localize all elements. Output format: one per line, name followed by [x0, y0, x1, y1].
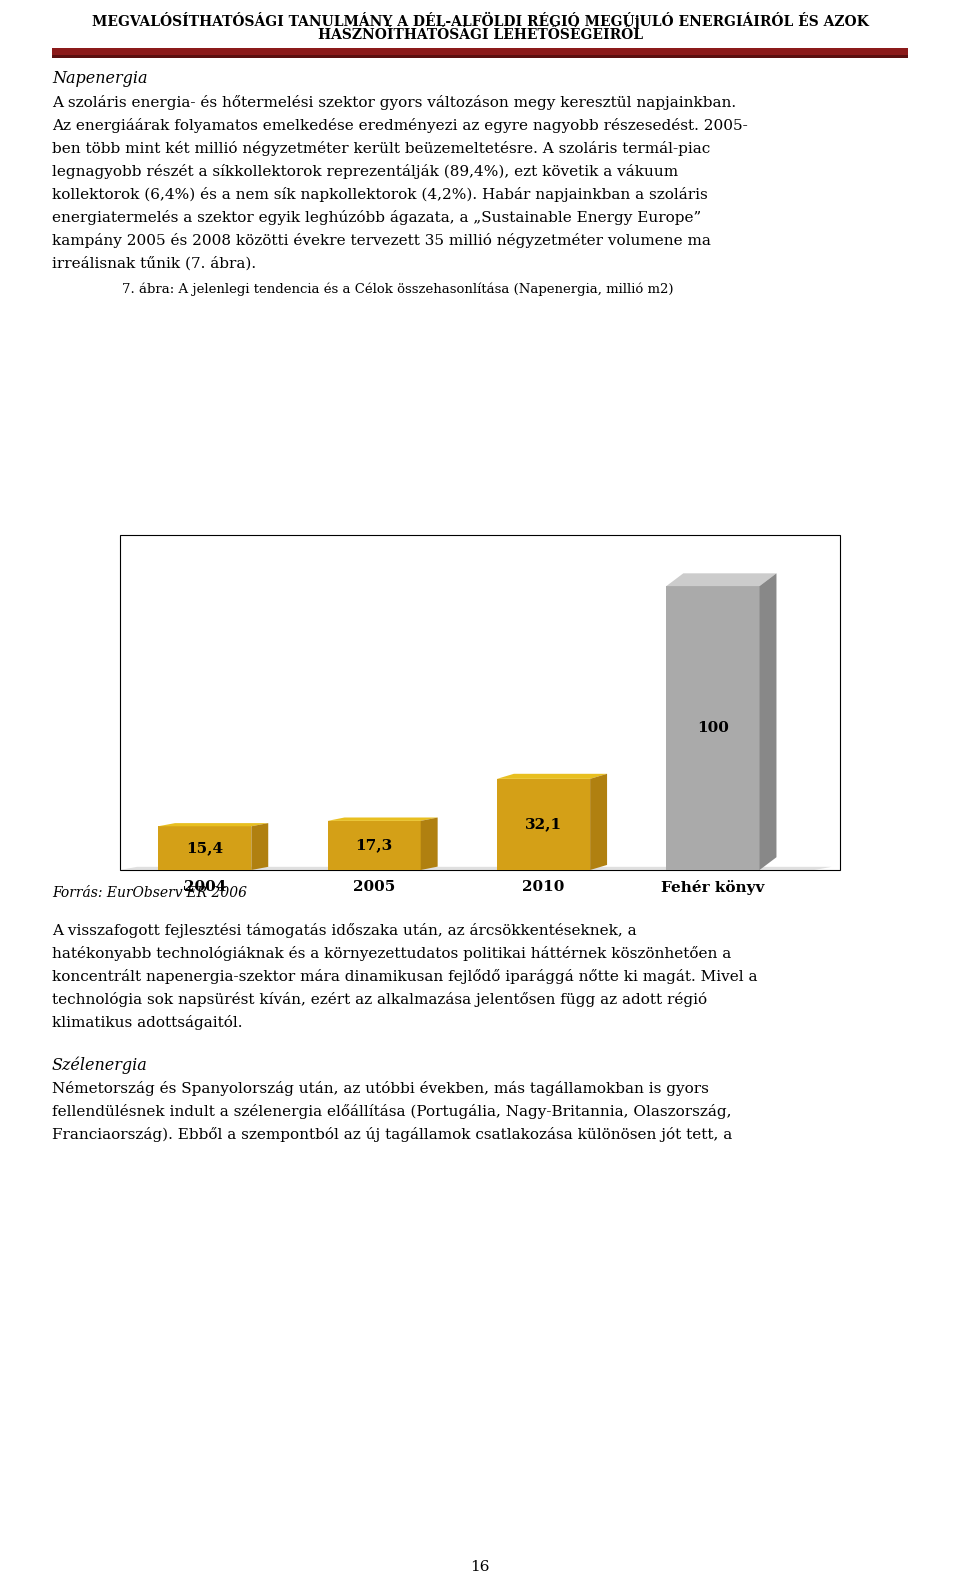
Polygon shape — [497, 774, 607, 779]
Polygon shape — [759, 573, 777, 870]
Text: legnagyobb részét a síkkollektorok reprezentálják (89,4%), ezt követik a vákuum: legnagyobb részét a síkkollektorok repre… — [52, 164, 678, 179]
Text: 32,1: 32,1 — [525, 817, 563, 832]
Bar — [497, 779, 590, 870]
Bar — [666, 586, 759, 870]
Bar — [52, 48, 908, 54]
Polygon shape — [158, 824, 268, 827]
Text: technológia sok napsürést kíván, ezért az alkalmazása jelentősen függ az adott r: technológia sok napsürést kíván, ezért a… — [52, 993, 708, 1007]
Text: hatékonyabb technológiáknak és a környezettudatos politikai háttérnek köszönhető: hatékonyabb technológiáknak és a környez… — [52, 946, 732, 961]
Text: irreálisnak tűnik (7. ábra).: irreálisnak tűnik (7. ábra). — [52, 255, 256, 270]
Text: Napenergia: Napenergia — [52, 70, 148, 88]
Text: energiatermelés a szektor egyik leghúzóbb ágazata, a „Sustainable Energy Europe”: energiatermelés a szektor egyik leghúzób… — [52, 211, 701, 225]
Bar — [327, 820, 420, 870]
Text: koncentrált napenergia-szektor mára dinamikusan fejlődő iparággá nőtte ki magát.: koncentrált napenergia-szektor mára dina… — [52, 969, 757, 985]
Polygon shape — [252, 824, 268, 870]
Text: Forrás: EurObserv'ER 2006: Forrás: EurObserv'ER 2006 — [52, 886, 247, 900]
Text: A szoláris energia- és hőtermelési szektor gyors változáson megy keresztül napja: A szoláris energia- és hőtermelési szekt… — [52, 96, 736, 110]
Text: 17,3: 17,3 — [355, 838, 393, 852]
Polygon shape — [327, 817, 438, 820]
Text: MEGVALÓSÍTHATÓSÁGI TANULMÁNY A DÉL-ALFÖLDI RÉGIÓ MEGÚjULÓ ENERGIÁIRÓL ÉS AZOK: MEGVALÓSÍTHATÓSÁGI TANULMÁNY A DÉL-ALFÖL… — [91, 13, 869, 29]
Text: 15,4: 15,4 — [186, 841, 224, 855]
Text: Az energiáárak folyamatos emelkedése eredményezi az egyre nagyobb részesedést. 2: Az energiáárak folyamatos emelkedése ere… — [52, 118, 748, 132]
Text: 7. ábra: A jelenlegi tendencia és a Célok összehasonlítása (Napenergia, millió m: 7. ábra: A jelenlegi tendencia és a Célo… — [122, 282, 674, 297]
Text: kollektorok (6,4%) és a nem sík napkollektorok (4,2%). Habár napjainkban a szolá: kollektorok (6,4%) és a nem sík napkolle… — [52, 187, 708, 203]
Text: 100: 100 — [697, 721, 729, 736]
Text: A visszafogott fejlesztési támogatás időszaka után, az árcsökkentéseknek, a: A visszafogott fejlesztési támogatás idő… — [52, 922, 636, 938]
Text: 16: 16 — [470, 1559, 490, 1574]
Polygon shape — [120, 867, 831, 870]
Text: ben több mint két millió négyzetméter került beüzemeltetésre. A szoláris termál-: ben több mint két millió négyzetméter ke… — [52, 140, 710, 156]
Text: klimatikus adottságaitól.: klimatikus adottságaitól. — [52, 1015, 243, 1029]
Text: fellendülésnek indult a szélenergia előállítása (Portugália, Nagy-Britannia, Ola: fellendülésnek indult a szélenergia előá… — [52, 1104, 732, 1119]
Text: Németország és Spanyolország után, az utóbbi években, más tagállamokban is gyors: Németország és Spanyolország után, az ut… — [52, 1080, 708, 1096]
Bar — [120, 535, 840, 870]
Polygon shape — [420, 817, 438, 870]
Text: Szélenergia: Szélenergia — [52, 1057, 148, 1074]
Text: kampány 2005 és 2008 közötti évekre tervezett 35 millió négyzetméter volumene ma: kampány 2005 és 2008 közötti évekre terv… — [52, 233, 710, 247]
Bar — [158, 827, 252, 870]
Polygon shape — [590, 774, 607, 870]
Bar — [52, 54, 908, 57]
Text: HASZNOÍTHATÓSÁGI LEHETŐSÉGEIRŐL: HASZNOÍTHATÓSÁGI LEHETŐSÉGEIRŐL — [318, 29, 642, 41]
Text: Franciaország). Ebből a szempontból az új tagállamok csatlakozása különösen jót : Franciaország). Ebből a szempontból az ú… — [52, 1127, 732, 1143]
Polygon shape — [666, 573, 777, 586]
